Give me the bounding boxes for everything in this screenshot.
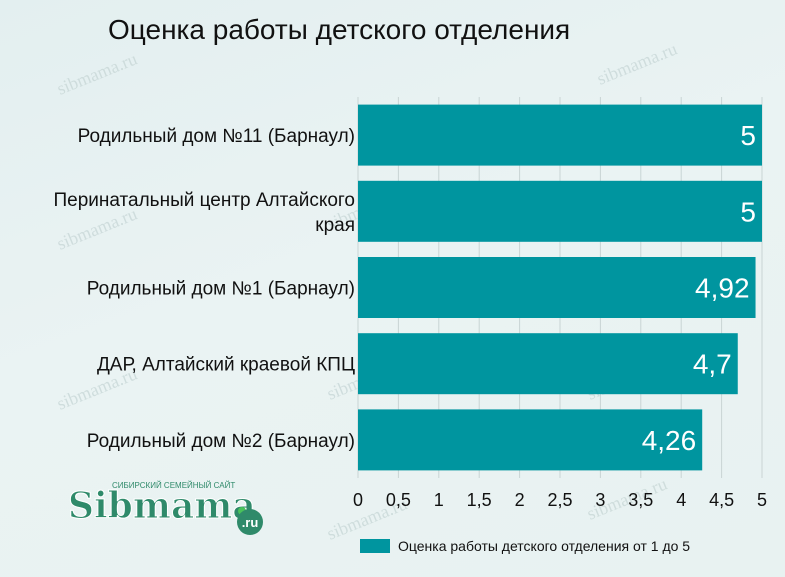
tick-label: 3,5	[628, 490, 653, 510]
logo-tagline: СИБИРСКИЙ СЕМЕЙНЫЙ САЙТ	[112, 481, 235, 490]
data-label: 4,26	[642, 425, 697, 456]
category-label: Родильный дом №2 (Барнаул)	[87, 431, 355, 452]
tick-label: 4	[676, 490, 686, 510]
legend: Оценка работы детского отделения от 1 до…	[360, 538, 690, 554]
bar	[358, 409, 703, 471]
category-label: края	[315, 215, 355, 236]
bar	[358, 333, 738, 395]
data-label: 4,92	[695, 273, 750, 304]
tick-label: 5	[757, 490, 767, 510]
category-label: Перинатальный центр Алтайского	[53, 190, 355, 211]
category-label: Родильный дом №1 (Барнаул)	[87, 279, 355, 300]
tick-label: 0	[353, 490, 363, 510]
logo-graphic: СИБИРСКИЙ СЕМЕЙНЫЙ САЙТ Sibmama .ru	[68, 481, 263, 535]
bar	[358, 257, 756, 318]
logo-domain: .ru	[242, 515, 259, 530]
legend-label: Оценка работы детского отделения от 1 до…	[398, 538, 691, 554]
bars: 5 5 4,92 4,7 4,26	[358, 104, 762, 471]
tick-label: 4,5	[709, 490, 734, 510]
data-label: 5	[740, 120, 756, 151]
data-label: 4,7	[693, 349, 732, 380]
tick-label: 1	[434, 490, 444, 510]
chart-title: Оценка работы детского отделения	[108, 14, 571, 45]
category-label: ДАР, Алтайский краевой КПЦ	[97, 355, 355, 376]
bar	[358, 180, 762, 242]
logo-badge	[237, 509, 263, 535]
tick-label: 3	[595, 490, 605, 510]
tick-label: 1,5	[467, 490, 492, 510]
x-axis-tick-labels: 0 0,5 1 1,5 2 2,5 3 3,5 4 4,5 5	[353, 490, 767, 510]
watermark-text: sibmama.ru	[54, 49, 140, 99]
tick-label: 2,5	[547, 490, 572, 510]
legend-swatch	[360, 539, 390, 553]
data-label: 5	[740, 196, 756, 227]
category-label: Родильный дом №11 (Барнаул)	[78, 126, 355, 147]
logo-name: Sibmama	[68, 485, 256, 527]
watermark-text: sibmama.ru	[54, 204, 140, 254]
sibmama-logo: СИБИРСКИЙ СЕМЕЙНЫЙ САЙТ Sibmama .ru	[66, 478, 266, 538]
bar	[358, 104, 762, 166]
category-labels: Родильный дом №11 (Барнаул) Перинатальный…	[53, 126, 355, 452]
tick-label: 2	[515, 490, 525, 510]
watermark-text: sibmama.ru	[594, 39, 680, 89]
tick-label: 0,5	[386, 490, 411, 510]
